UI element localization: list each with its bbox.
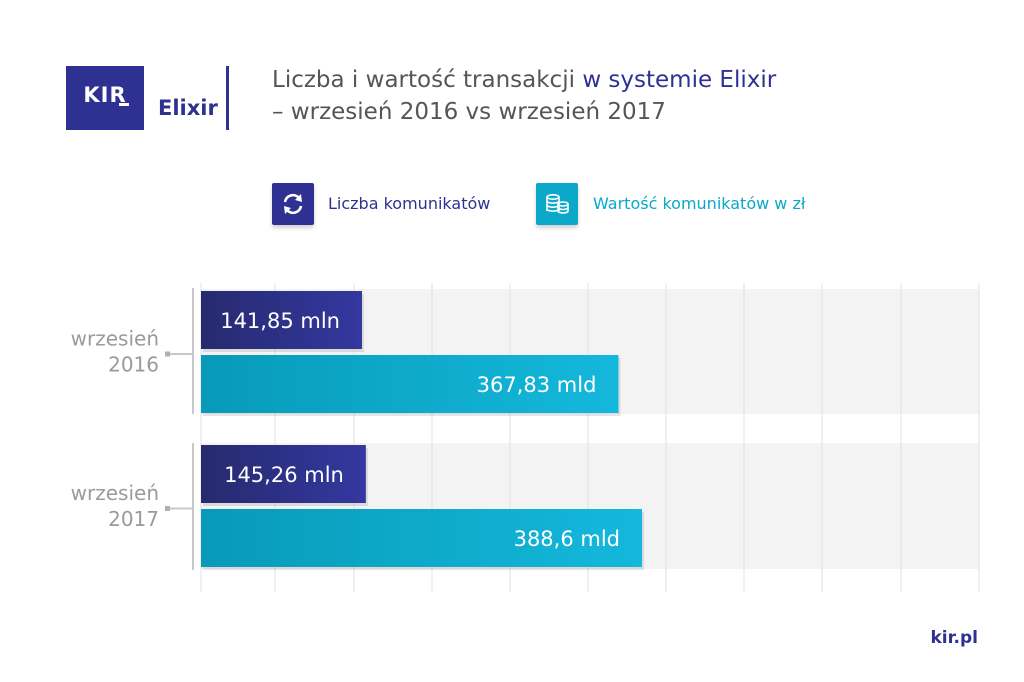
page-title: Liczba i wartość transakcji w systemie E… — [272, 64, 776, 128]
kir-logo-underline — [119, 103, 129, 106]
coins-stack-icon — [536, 183, 578, 225]
category-label-1-0: wrzesień — [71, 481, 159, 505]
bar-1-0 — [201, 355, 619, 413]
legend-label-value: Wartość komunikatów w zł — [593, 194, 806, 213]
data-label-0-1: 145,26 mln — [224, 463, 344, 487]
title-part1: Liczba i wartość transakcji — [272, 67, 583, 93]
elixir-logo-text: Elixir — [158, 96, 218, 120]
category-label-0-1: 2016 — [108, 353, 159, 377]
category-label-1-1: 2017 — [108, 507, 159, 531]
bar-1-1 — [201, 509, 642, 567]
header-divider — [226, 66, 229, 130]
title-line2: – wrzesień 2016 vs wrzesień 2017 — [272, 99, 666, 125]
bar-0-1 — [201, 445, 366, 503]
kir-logo-text: KIR — [83, 83, 127, 107]
data-label-1-1: 388,6 mld — [514, 527, 620, 551]
footer-site: kir.pl — [930, 628, 978, 648]
category-marker-1 — [165, 506, 170, 511]
kir-logo: KIR — [66, 66, 144, 130]
data-label-0-0: 141,85 mln — [220, 309, 340, 333]
category-marker-0 — [165, 351, 170, 357]
title-accent: w systemie Elixir — [582, 67, 777, 93]
category-label-0-0: wrzesień — [71, 327, 159, 351]
refresh-arrows-icon — [272, 183, 314, 225]
bar-0-0 — [201, 291, 362, 349]
legend-label-count: Liczba komunikatów — [328, 194, 491, 213]
data-label-1-0: 367,83 mld — [477, 373, 597, 397]
